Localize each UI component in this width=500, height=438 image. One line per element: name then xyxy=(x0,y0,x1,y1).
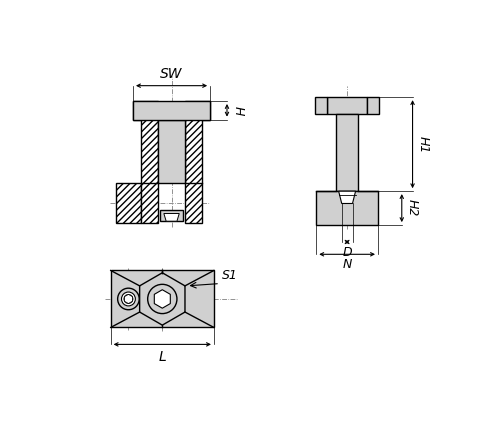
Bar xyxy=(315,97,327,114)
Text: D: D xyxy=(342,246,352,259)
Bar xyxy=(160,210,183,221)
Polygon shape xyxy=(124,294,132,304)
Circle shape xyxy=(124,294,133,304)
Text: N: N xyxy=(342,258,352,271)
Circle shape xyxy=(148,284,177,314)
Bar xyxy=(133,101,210,120)
Text: L: L xyxy=(158,350,166,364)
Text: S1: S1 xyxy=(222,269,238,282)
Circle shape xyxy=(122,292,136,306)
Polygon shape xyxy=(164,213,179,221)
Polygon shape xyxy=(154,290,170,308)
Text: H: H xyxy=(232,106,244,115)
Polygon shape xyxy=(133,101,158,223)
Bar xyxy=(116,183,141,223)
Polygon shape xyxy=(338,191,355,204)
Bar xyxy=(367,97,380,114)
Text: H1: H1 xyxy=(416,135,430,153)
Circle shape xyxy=(118,288,139,310)
Polygon shape xyxy=(140,273,185,325)
Text: H2: H2 xyxy=(406,199,418,217)
Bar xyxy=(327,97,367,114)
Bar xyxy=(110,271,214,328)
Bar xyxy=(158,120,184,183)
Text: SW: SW xyxy=(160,67,183,81)
Bar xyxy=(336,114,358,191)
Bar xyxy=(316,191,378,225)
Polygon shape xyxy=(184,101,210,223)
